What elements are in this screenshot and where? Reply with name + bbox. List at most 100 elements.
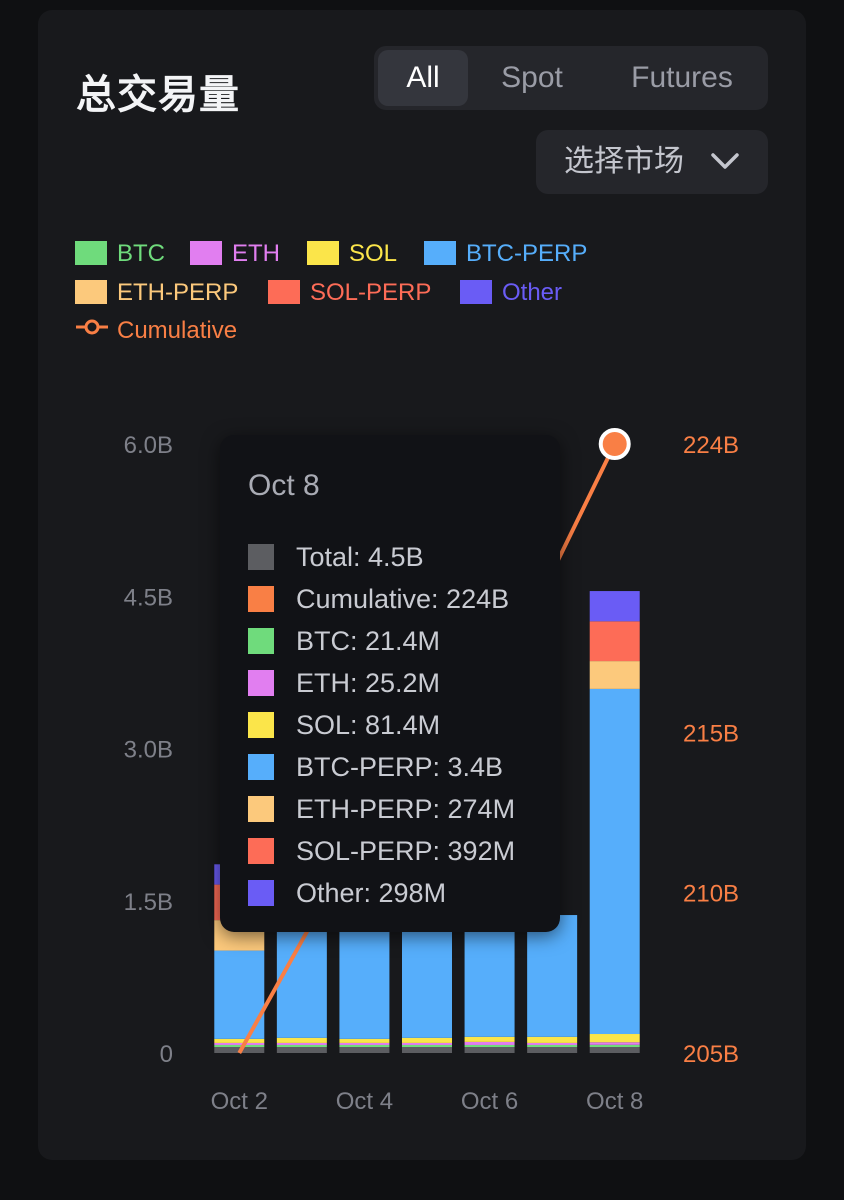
bar-segment xyxy=(276,1037,327,1043)
bar-base-segment xyxy=(402,1047,452,1053)
tooltip-swatch xyxy=(248,837,274,864)
legend-swatch xyxy=(190,241,222,266)
legend-label: Cumulative xyxy=(117,317,238,344)
tooltip-swatch xyxy=(248,753,274,780)
tooltip-row-eth: ETH: 25.2M xyxy=(248,668,440,698)
tooltip-row-btc-perp: BTC-PERP: 3.4B xyxy=(248,752,503,782)
bar-segment xyxy=(402,1042,452,1045)
tooltip-row-other: Other: 298M xyxy=(248,878,446,908)
bar-segment xyxy=(589,1034,640,1043)
tab-spot[interactable]: Spot xyxy=(501,61,563,94)
page-title: 总交易量 xyxy=(76,73,240,117)
bar-segment xyxy=(589,1042,640,1045)
bar-segment xyxy=(276,1044,327,1047)
legend-swatch xyxy=(424,241,456,266)
bar-segment xyxy=(402,1037,452,1043)
legend-label: BTC xyxy=(117,240,165,267)
legend-label: ETH-PERP xyxy=(117,279,239,306)
bar-segment xyxy=(276,916,327,1038)
tooltip-row-btc: BTC: 21.4M xyxy=(248,626,440,656)
market-type-tabs: All Spot Futures xyxy=(374,46,768,110)
bar-segment xyxy=(527,1042,578,1045)
bar-base-segment xyxy=(339,1047,390,1053)
bar-segment xyxy=(589,591,640,622)
tooltip-swatch xyxy=(248,711,274,738)
tooltip-swatch xyxy=(248,795,274,822)
legend-label: BTC-PERP xyxy=(466,240,588,267)
legend-item-sol-perp[interactable]: SOL-PERP xyxy=(268,278,431,308)
legend-item-eth[interactable]: ETH xyxy=(190,239,280,269)
legend-swatch xyxy=(307,241,339,266)
tab-all[interactable]: All xyxy=(378,50,468,106)
tooltip-row-text: ETH: 25.2M xyxy=(296,668,441,698)
y-right-tick-label: 224B xyxy=(683,432,739,459)
tooltip-row-total: Total: 4.5B xyxy=(248,542,424,572)
legend-swatch xyxy=(75,241,107,266)
legend-line-marker-icon xyxy=(75,315,109,345)
legend-swatch xyxy=(460,280,492,305)
tooltip-row-text: BTC: 21.4M xyxy=(296,626,441,656)
tooltip-row-sol-perp: SOL-PERP: 392M xyxy=(248,836,515,866)
tooltip-swatch xyxy=(248,627,274,654)
tooltip-swatch xyxy=(248,879,274,906)
bar-segment xyxy=(339,1042,390,1045)
tooltip-row-text: SOL-PERP: 392M xyxy=(296,836,516,866)
x-tick-label: Oct 6 xyxy=(461,1088,518,1115)
y-right-tick-label: 210B xyxy=(683,881,739,908)
tooltip-swatch xyxy=(248,669,274,696)
bar-segment xyxy=(527,1036,578,1043)
legend-item-eth-perp[interactable]: ETH-PERP xyxy=(75,278,238,308)
bar-segment xyxy=(464,1041,515,1045)
chevron-down-icon xyxy=(710,150,740,179)
bar-base-segment xyxy=(464,1047,515,1053)
bar-segment xyxy=(402,1044,452,1047)
bar-segment xyxy=(464,1036,515,1042)
tooltip-row-text: Cumulative: 224B xyxy=(296,584,510,614)
y-left-tick-label: 1.5B xyxy=(124,889,173,916)
bar-segment xyxy=(589,621,640,662)
x-tick-label: Oct 8 xyxy=(586,1088,643,1115)
y-left-tick-label: 4.5B xyxy=(124,584,173,611)
bar-base-segment xyxy=(589,1047,640,1053)
y-right-tick-label: 215B xyxy=(683,720,739,747)
market-select[interactable]: 选择市场 xyxy=(536,130,768,194)
bar-segment xyxy=(589,688,640,1035)
market-select-label: 选择市场 xyxy=(564,145,684,178)
tooltip-row-text: SOL: 81.4M xyxy=(296,710,441,740)
cumulative-point-highlight xyxy=(598,428,631,460)
legend-item-cumulative[interactable]: Cumulative xyxy=(75,316,237,346)
bar-segment xyxy=(339,1044,390,1047)
bar-segment xyxy=(527,1044,578,1047)
bar-segment xyxy=(464,1044,515,1047)
legend-item-sol[interactable]: SOL xyxy=(307,239,397,269)
tooltip-row-sol: SOL: 81.4M xyxy=(248,710,440,740)
legend-swatch xyxy=(268,280,300,305)
bar-segment xyxy=(464,915,515,1037)
bar-base-segment xyxy=(276,1047,327,1053)
bar-segment xyxy=(527,915,578,1037)
legend-label: ETH xyxy=(232,240,280,267)
tooltip-row-text: Other: 298M xyxy=(296,878,447,908)
bar-segment xyxy=(214,1038,265,1043)
x-tick-label: Oct 2 xyxy=(211,1088,268,1115)
chart-tooltip: Oct 8 Total: 4.5B Cumulative: 224B BTC: … xyxy=(220,435,560,932)
y-left-tick-label: 0 xyxy=(160,1041,173,1068)
y-right-tick-label: 205B xyxy=(683,1041,739,1068)
x-tick-label: Oct 4 xyxy=(336,1088,393,1115)
bar-segment xyxy=(339,1038,390,1043)
tooltip-swatch xyxy=(248,543,274,570)
bar-base-segment xyxy=(527,1047,578,1053)
bar-segment xyxy=(214,1042,265,1045)
tooltip-row-text: ETH-PERP: 274M xyxy=(296,794,516,824)
tab-futures[interactable]: Futures xyxy=(631,61,733,94)
legend-item-btc[interactable]: BTC xyxy=(75,239,165,269)
bar-segment xyxy=(589,1044,640,1047)
legend-swatch xyxy=(75,280,107,305)
legend-label: Other xyxy=(502,279,563,306)
bar-segment xyxy=(589,661,640,689)
legend-label: SOL-PERP xyxy=(310,279,432,306)
legend-item-other[interactable]: Other xyxy=(460,278,562,308)
tooltip-swatch xyxy=(248,585,274,612)
tooltip-row-text: BTC-PERP: 3.4B xyxy=(296,752,504,782)
legend-item-btc-perp[interactable]: BTC-PERP xyxy=(424,239,587,269)
